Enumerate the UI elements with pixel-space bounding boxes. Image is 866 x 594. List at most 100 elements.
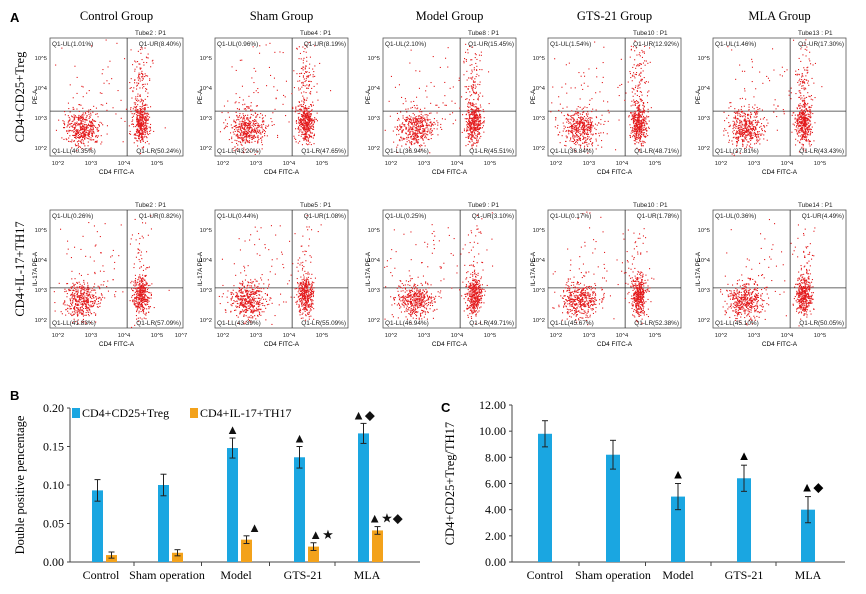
event-dot [639, 130, 641, 132]
event-dot [146, 119, 148, 121]
event-dot [741, 138, 743, 140]
event-dot [757, 121, 759, 123]
event-dot [634, 50, 636, 52]
event-dot [69, 118, 71, 120]
event-dot [800, 110, 802, 112]
event-dot [640, 142, 642, 144]
event-dot [635, 74, 637, 76]
event-dot [728, 107, 730, 109]
event-dot [801, 79, 803, 81]
event-dot [139, 78, 141, 80]
event-dot [582, 118, 584, 120]
event-dot [476, 122, 478, 124]
event-dot [429, 122, 431, 124]
event-dot [479, 114, 481, 116]
event-dot [136, 82, 138, 84]
event-dot [467, 49, 469, 51]
event-dot [78, 110, 80, 112]
event-dot [810, 113, 812, 115]
event-dot [736, 138, 738, 140]
event-dot [808, 122, 810, 124]
event-dot [152, 59, 154, 61]
event-dot [69, 84, 71, 86]
event-dot [246, 118, 248, 120]
event-dot [416, 122, 418, 124]
event-dot [143, 133, 145, 135]
event-dot [246, 134, 248, 136]
event-dot [143, 121, 145, 123]
event-dot [480, 54, 482, 56]
quadrant-lr: Q1-LR(47.65%) [301, 148, 346, 155]
event-dot [134, 104, 136, 106]
event-dot [572, 121, 574, 123]
event-dot [599, 91, 601, 93]
event-dot [576, 136, 578, 138]
event-dot [153, 130, 155, 132]
event-dot [783, 113, 785, 115]
event-dot [640, 128, 642, 130]
event-dot [582, 135, 584, 137]
event-dot [266, 85, 268, 87]
event-dot [426, 131, 428, 133]
event-dot [808, 140, 810, 142]
event-dot [71, 115, 73, 117]
event-dot [141, 103, 143, 105]
event-dot [145, 116, 147, 118]
event-dot [638, 116, 640, 118]
event-dot [589, 130, 591, 132]
event-dot [72, 135, 74, 137]
event-dot [252, 46, 254, 48]
event-dot [799, 132, 801, 134]
event-dot [471, 131, 473, 133]
event-dot [800, 98, 802, 100]
event-dot [583, 121, 585, 123]
event-dot [642, 142, 644, 144]
event-dot [259, 45, 261, 47]
event-dot [578, 72, 580, 74]
event-dot [806, 79, 808, 81]
event-dot [139, 63, 141, 65]
event-dot [574, 114, 576, 116]
event-dot [243, 131, 245, 133]
event-dot [476, 126, 478, 128]
event-dot [633, 75, 635, 77]
event-dot [575, 125, 577, 127]
event-dot [641, 116, 643, 118]
event-dot [233, 133, 235, 135]
event-dot [637, 123, 639, 125]
event-dot [402, 130, 404, 132]
event-dot [408, 121, 410, 123]
event-dot [413, 138, 415, 140]
event-dot [305, 80, 307, 82]
event-dot [235, 121, 237, 123]
event-dot [416, 134, 418, 136]
event-dot [310, 115, 312, 117]
event-dot [102, 69, 104, 71]
event-dot [255, 70, 257, 72]
event-dot [88, 131, 90, 133]
event-dot [106, 125, 108, 127]
event-dot [296, 122, 298, 124]
event-dot [415, 121, 417, 123]
event-dot [579, 122, 581, 124]
event-dot [311, 110, 313, 112]
event-dot [474, 112, 476, 114]
event-dot [397, 144, 399, 146]
event-dot [769, 80, 771, 82]
event-dot [639, 124, 641, 126]
event-dot [469, 120, 471, 122]
event-dot [252, 130, 254, 132]
event-dot [304, 106, 306, 108]
event-dot [477, 127, 479, 129]
event-dot [737, 139, 739, 141]
event-dot [98, 125, 100, 127]
event-dot [584, 75, 586, 77]
event-dot [76, 132, 78, 134]
event-dot [477, 99, 479, 101]
event-dot [308, 143, 310, 145]
event-dot [474, 133, 476, 135]
event-dot [91, 125, 93, 127]
event-dot [471, 77, 473, 79]
event-dot [736, 126, 738, 128]
event-dot [601, 140, 603, 142]
